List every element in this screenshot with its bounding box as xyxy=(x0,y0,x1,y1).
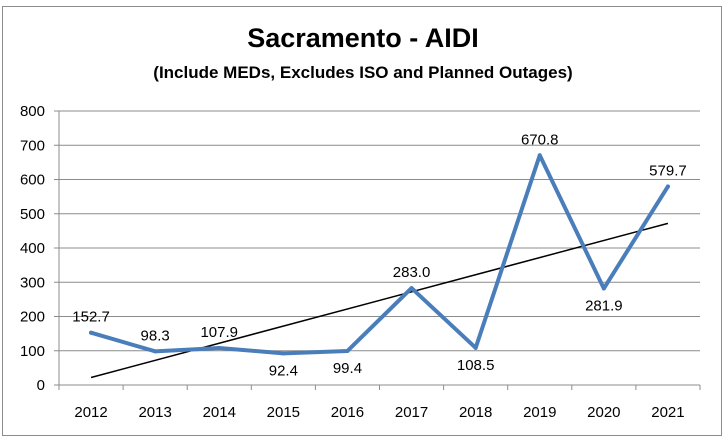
series-layer xyxy=(89,153,670,356)
y-tick-label-300: 300 xyxy=(20,274,45,291)
data-point-2014 xyxy=(217,346,222,351)
y-tick-label-400: 400 xyxy=(20,240,45,257)
chart-frame xyxy=(2,6,722,436)
data-point-2017 xyxy=(409,286,414,291)
data-label-2015: 92.4 xyxy=(269,362,298,379)
x-tick-label-2014: 2014 xyxy=(203,404,236,421)
x-tick-label-2021: 2021 xyxy=(651,404,684,421)
data-point-2018 xyxy=(473,345,478,350)
data-label-2021: 579.7 xyxy=(649,162,687,179)
data-label-2012: 152.7 xyxy=(72,309,110,326)
data-label-2018: 108.5 xyxy=(457,357,495,374)
data-label-2014: 107.9 xyxy=(200,324,238,341)
data-label-2019: 670.8 xyxy=(521,131,559,148)
y-axis-tick-labels: 0 100 200 300 400 500 600 700 800 xyxy=(20,103,45,394)
data-label-2016: 99.4 xyxy=(333,360,362,377)
data-point-2015 xyxy=(281,351,286,356)
x-tick-label-2012: 2012 xyxy=(74,404,107,421)
x-tick-label-2019: 2019 xyxy=(523,404,556,421)
x-tick-label-2016: 2016 xyxy=(331,404,364,421)
data-label-2013: 98.3 xyxy=(141,327,170,344)
trendline-layer xyxy=(90,222,669,379)
axes xyxy=(54,110,701,390)
chart-subtitle: (Include MEDs, Excludes ISO and Planned … xyxy=(153,63,573,82)
data-labels: 152.7 98.3 107.9 92.4 99.4 283.0 108.5 670.8 281… xyxy=(72,131,686,379)
data-point-2013 xyxy=(153,349,158,354)
y-tick-label-200: 200 xyxy=(20,309,45,326)
y-tick-label-700: 700 xyxy=(20,137,45,154)
data-point-2012 xyxy=(89,330,94,335)
x-tick-label-2015: 2015 xyxy=(267,404,300,421)
x-tick-label-2020: 2020 xyxy=(587,404,620,421)
data-point-2021 xyxy=(665,184,670,189)
data-label-2017: 283.0 xyxy=(393,264,431,281)
y-tick-label-800: 800 xyxy=(20,103,45,120)
data-point-2020 xyxy=(601,286,606,291)
data-point-2016 xyxy=(345,348,350,353)
trendline xyxy=(90,222,669,379)
y-tick-label-600: 600 xyxy=(20,172,45,189)
y-tick-label-100: 100 xyxy=(20,343,45,360)
x-tick-label-2013: 2013 xyxy=(138,404,171,421)
data-point-2019 xyxy=(537,153,542,158)
series-line xyxy=(89,153,670,356)
chart-title: Sacramento - AIDI xyxy=(247,23,479,53)
y-tick-label-500: 500 xyxy=(20,206,45,223)
x-axis-tick-labels: 2012 2013 2014 2015 2016 2017 2018 2019 2020 2021 xyxy=(74,404,684,421)
gridlines xyxy=(59,110,700,352)
x-tick-label-2017: 2017 xyxy=(395,404,428,421)
y-tick-label-0: 0 xyxy=(37,377,45,394)
x-tick-label-2018: 2018 xyxy=(459,404,492,421)
data-label-2020: 281.9 xyxy=(585,297,623,314)
